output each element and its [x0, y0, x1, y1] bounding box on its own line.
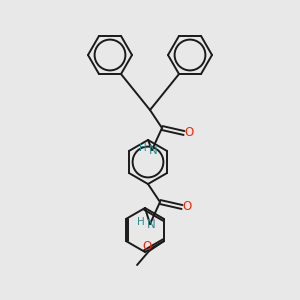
Text: O: O: [184, 125, 194, 139]
Text: O: O: [142, 241, 152, 254]
Text: O: O: [182, 200, 192, 212]
Text: H: H: [137, 217, 145, 227]
Text: N: N: [148, 145, 158, 158]
Text: H: H: [139, 143, 147, 153]
Text: N: N: [147, 218, 155, 232]
